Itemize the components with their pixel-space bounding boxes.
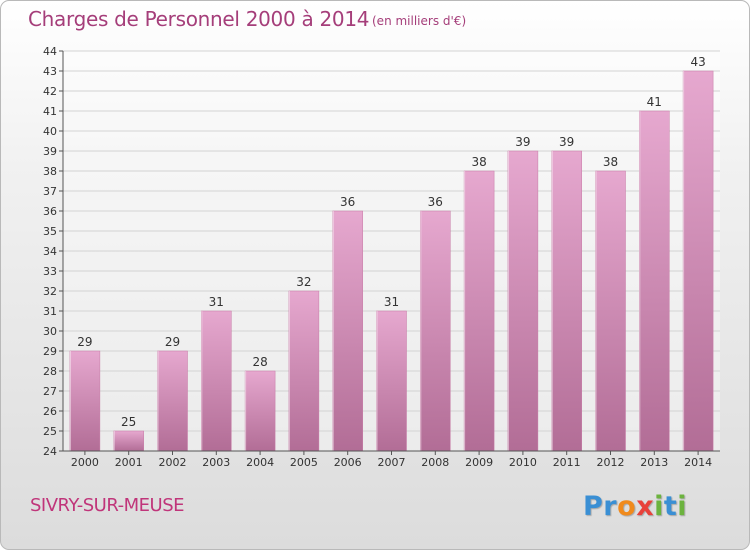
value-label: 43: [690, 55, 705, 69]
bar: [244, 370, 276, 452]
x-tick-label: 2014: [684, 456, 712, 469]
value-label: 25: [121, 415, 136, 429]
logo-letter: t: [663, 491, 678, 522]
logo-letter: r: [603, 491, 618, 522]
value-label: 39: [559, 135, 574, 149]
x-tick-label: 2005: [290, 456, 318, 469]
x-tick-label: 2012: [597, 456, 625, 469]
value-label: 39: [515, 135, 530, 149]
bar: [420, 210, 451, 452]
value-label: 41: [647, 95, 662, 109]
value-label: 36: [428, 195, 443, 209]
x-tick-label: 2007: [378, 456, 406, 469]
bar: [332, 210, 363, 452]
value-label: 29: [165, 335, 180, 349]
value-label: 28: [252, 355, 267, 369]
chart-title: Charges de Personnel 2000 à 2014: [28, 7, 370, 31]
value-label: 31: [384, 295, 399, 309]
town-name: SIVRY-SUR-MEUSE: [30, 495, 185, 516]
y-tick-label: 42: [43, 85, 57, 98]
y-tick-label: 39: [43, 145, 57, 158]
y-tick-label: 31: [43, 305, 57, 318]
value-label: 32: [296, 275, 311, 289]
bar: [595, 170, 626, 452]
y-tick-label: 24: [43, 445, 57, 458]
x-tick-label: 2006: [334, 456, 362, 469]
y-tick-label: 40: [43, 125, 57, 138]
bar: [113, 430, 144, 452]
value-label: 38: [603, 155, 618, 169]
bar: [639, 110, 670, 452]
bar: [507, 150, 539, 452]
y-tick-label: 33: [43, 265, 57, 278]
y-tick-label: 38: [43, 165, 57, 178]
proxiti-logo: Proxiti: [583, 491, 687, 522]
y-tick-label: 35: [43, 225, 57, 238]
y-tick-label: 26: [43, 405, 57, 418]
y-tick-label: 37: [43, 185, 57, 198]
x-tick-label: 2001: [115, 456, 143, 469]
x-tick-label: 2010: [509, 456, 537, 469]
x-tick-label: 2011: [553, 456, 581, 469]
x-tick-label: 2004: [246, 456, 274, 469]
bar: [463, 170, 495, 452]
x-tick-label: 2009: [465, 456, 493, 469]
logo-letter: i: [677, 491, 688, 522]
x-tick-label: 2002: [159, 456, 187, 469]
value-label: 31: [209, 295, 224, 309]
y-tick-label: 36: [43, 205, 57, 218]
x-tick-label: 2003: [202, 456, 230, 469]
y-tick-label: 41: [43, 105, 57, 118]
y-tick-label: 28: [43, 365, 57, 378]
y-tick-label: 29: [43, 345, 57, 358]
logo-letter: P: [583, 491, 604, 522]
chart-subtitle: (en milliers d'€): [372, 14, 467, 28]
bar: [376, 310, 407, 452]
bar: [682, 70, 714, 452]
value-label: 38: [471, 155, 486, 169]
bar: [157, 350, 188, 452]
bar: [551, 150, 582, 452]
bar: [288, 290, 320, 452]
value-label: 36: [340, 195, 355, 209]
x-tick-label: 2013: [640, 456, 668, 469]
y-tick-label: 32: [43, 285, 57, 298]
logo-letter: o: [617, 491, 637, 522]
logo-letter: i: [654, 491, 664, 522]
y-tick-label: 30: [43, 325, 57, 338]
y-tick-label: 34: [43, 245, 57, 258]
x-tick-label: 2000: [71, 456, 99, 469]
y-tick-label: 25: [43, 425, 57, 438]
bar: [69, 350, 101, 452]
bar: [201, 310, 232, 452]
y-tick-label: 27: [43, 385, 57, 398]
value-label: 29: [77, 335, 92, 349]
y-tick-label: 44: [43, 45, 57, 58]
y-tick-label: 43: [43, 65, 57, 78]
logo-letter: x: [636, 491, 655, 522]
x-tick-label: 2008: [421, 456, 449, 469]
